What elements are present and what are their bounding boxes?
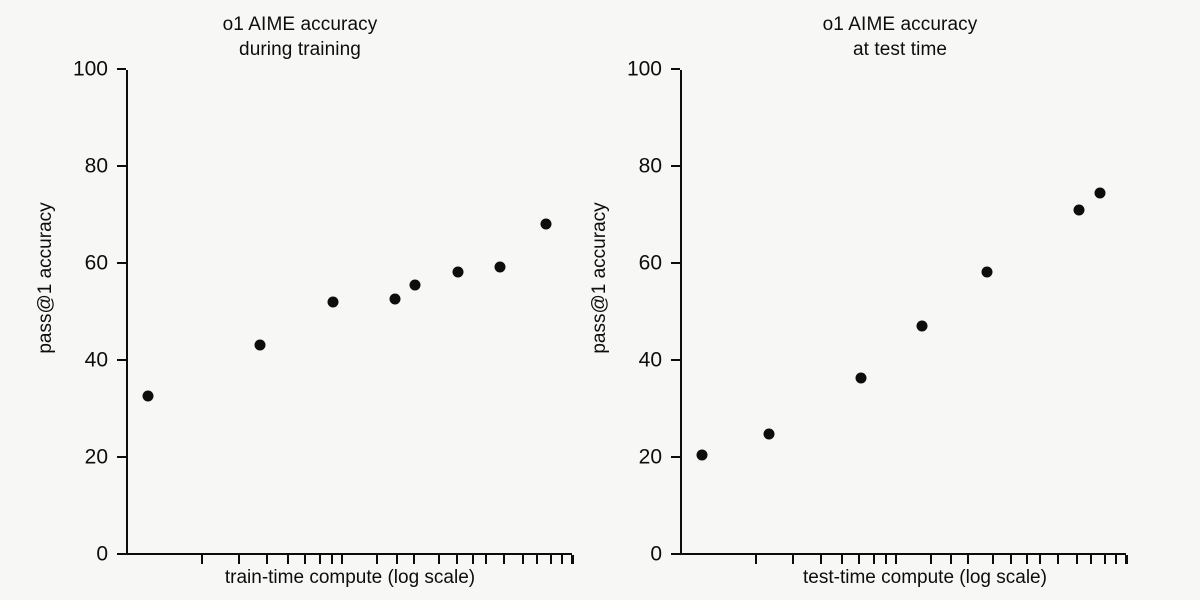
x-tick: [1039, 555, 1042, 564]
y-tick-80-training: 80: [85, 156, 126, 177]
x-tick: [266, 555, 269, 564]
x-tick: [894, 555, 897, 564]
panel-test-time: o1 AIME accuracy at test time 0 20 40 60…: [589, 0, 1200, 600]
data-point: [494, 261, 506, 273]
x-tick: [522, 555, 525, 564]
chart-title-training: o1 AIME accuracy during training: [222, 14, 378, 61]
data-point: [855, 372, 867, 384]
x-tick: [820, 555, 823, 564]
y-tick-label-0-training: 0: [96, 542, 108, 566]
y-tick-0-test-time: 0: [650, 544, 680, 565]
x-tick: [536, 555, 539, 564]
y-tick-100-training: 100: [73, 59, 126, 80]
y-tick-40-test-time: 40: [639, 350, 680, 371]
x-tick: [304, 555, 307, 564]
data-point: [254, 339, 266, 351]
data-point: [696, 449, 708, 461]
data-point: [452, 266, 464, 278]
x-tick: [456, 555, 459, 564]
y-axis-line-test-time: [680, 70, 682, 555]
x-tick: [873, 555, 876, 564]
x-tick: [502, 555, 505, 564]
x-axis-label-training: train-time compute (log scale): [224, 567, 476, 588]
y-tick-20-test-time: 20: [639, 447, 680, 468]
x-tick: [791, 555, 794, 564]
y-axis-label-test-time: pass@1 accuracy: [589, 202, 610, 354]
y-tick-20-training: 20: [85, 447, 126, 468]
y-tick-100-test-time: 100: [627, 59, 680, 80]
x-tick: [885, 555, 888, 564]
y-tick-label-40-training: 40: [84, 348, 108, 372]
plot-area-training: 0 20 40 60 80 100: [73, 59, 574, 565]
y-tick-label-80-test-time: 80: [638, 154, 662, 178]
data-point: [1094, 187, 1106, 199]
x-tick: [485, 555, 488, 564]
x-tick: [929, 555, 932, 564]
x-tick: [319, 555, 322, 564]
x-tick: [1010, 555, 1013, 564]
x-tick: [438, 555, 441, 564]
x-tick: [1104, 555, 1107, 564]
x-tick: [1076, 555, 1079, 564]
y-tick-label-20-training: 20: [84, 445, 108, 469]
data-point: [916, 320, 928, 332]
y-tick-label-100-test-time: 100: [626, 57, 662, 81]
x-tick: [1056, 555, 1059, 564]
y-tick-60-training: 60: [85, 253, 126, 274]
x-tick: [237, 555, 240, 564]
data-point: [142, 390, 154, 402]
x-tick: [287, 555, 289, 564]
x-tick: [471, 555, 474, 564]
x-tick: [572, 555, 574, 564]
y-axis-label-training: pass@1 accuracy: [35, 202, 56, 354]
data-point: [981, 266, 993, 278]
x-tick: [560, 555, 563, 564]
x-tick: [412, 555, 415, 564]
x-tick: [375, 555, 378, 564]
y-axis-line-training: [126, 70, 128, 555]
data-point: [389, 293, 401, 305]
x-tick: [1025, 555, 1028, 564]
data-point: [763, 428, 775, 440]
y-tick-label-80-training: 80: [84, 154, 108, 178]
plot-area-test-time: 0 20 40 60 80 100: [627, 59, 1128, 565]
panel-training: o1 AIME accuracy during training 0 20 40…: [35, 14, 574, 588]
x-tick: [1114, 555, 1117, 564]
y-tick-label-40-test-time: 40: [638, 348, 662, 372]
y-tick-60-test-time: 60: [639, 253, 680, 274]
chart-title-test-time: o1 AIME accuracy at test time: [822, 14, 978, 61]
x-tick: [550, 555, 553, 564]
y-tick-0-training: 0: [96, 544, 126, 565]
x-tick: [754, 555, 757, 564]
y-tick-label-100-training: 100: [72, 57, 108, 81]
x-tick: [331, 555, 334, 564]
x-tick: [841, 555, 843, 564]
y-tick-label-60-training: 60: [84, 251, 108, 275]
x-tick: [340, 555, 343, 564]
x-tick: [858, 555, 861, 564]
x-tick: [1090, 555, 1093, 564]
x-tick: [949, 555, 952, 564]
x-axis-line-training: [126, 553, 572, 555]
x-tick: [395, 555, 398, 564]
x-tick: [200, 555, 203, 564]
data-point: [327, 296, 339, 308]
y-tick-label-20-test-time: 20: [638, 445, 662, 469]
x-axis-line-test-time: [680, 553, 1126, 555]
y-tick-80-test-time: 80: [639, 156, 680, 177]
x-tick: [1126, 555, 1128, 564]
data-point: [409, 279, 421, 291]
y-tick-label-60-test-time: 60: [638, 251, 662, 275]
y-tick-40-training: 40: [85, 350, 126, 371]
data-point: [540, 218, 552, 230]
y-tick-label-0-test-time: 0: [650, 542, 662, 566]
x-tick: [992, 555, 995, 564]
x-axis-label-test-time: test-time compute (log scale): [803, 567, 1047, 588]
x-tick: [966, 555, 969, 564]
data-point: [1073, 204, 1085, 216]
